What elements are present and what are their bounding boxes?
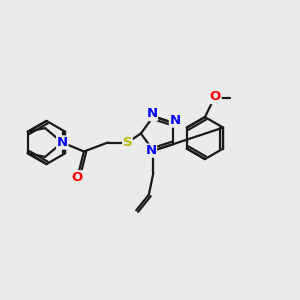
Text: N: N: [146, 107, 158, 121]
Text: S: S: [123, 136, 132, 149]
Text: N: N: [146, 144, 157, 157]
Text: N: N: [57, 136, 68, 149]
Text: O: O: [210, 91, 221, 103]
Text: N: N: [169, 114, 181, 127]
Text: O: O: [71, 171, 82, 184]
